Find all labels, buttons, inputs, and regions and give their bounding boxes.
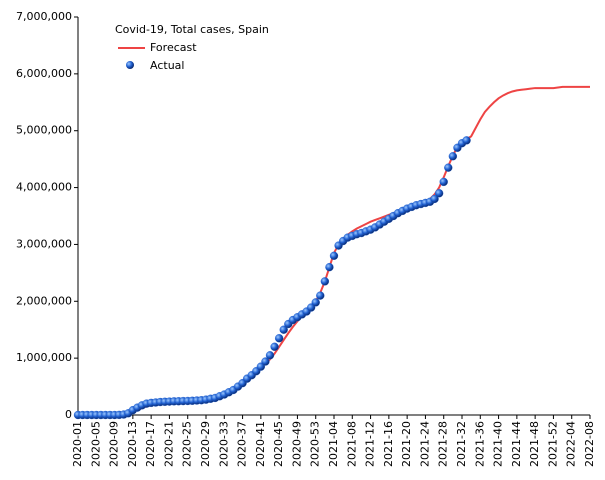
y-tick-label: 2,000,000: [16, 294, 72, 307]
x-tick-label: 2021-08: [345, 421, 358, 467]
x-tick-label: 2021-04: [327, 421, 340, 467]
y-tick-label: 5,000,000: [16, 124, 72, 137]
y-tick-label: 1,000,000: [16, 351, 72, 364]
x-tick-label: 2021-44: [510, 421, 523, 467]
y-tick-label: 7,000,000: [16, 10, 72, 23]
x-tick-label: 2021-24: [418, 421, 431, 467]
x-tick-label: 2020-45: [272, 421, 285, 467]
actual-point: [261, 357, 270, 366]
chart-title: Covid-19, Total cases, Spain: [115, 23, 269, 36]
actual-point: [265, 351, 275, 360]
x-tick-label: 2021-20: [400, 421, 413, 467]
x-tick-label: 2021-52: [546, 421, 559, 467]
x-tick-label: 2022-04: [565, 421, 578, 467]
x-tick-label: 2021-40: [492, 421, 505, 467]
actual-point: [270, 342, 279, 351]
y-tick-label: 6,000,000: [16, 67, 72, 80]
x-tick-label: 2022-08: [583, 421, 596, 467]
actual-point: [316, 291, 325, 300]
actual-point: [320, 277, 330, 286]
x-tick-label: 2020-17: [144, 421, 157, 467]
actual-point: [306, 303, 316, 312]
legend-label: Actual: [150, 59, 184, 72]
x-tick-label: 2020-33: [217, 421, 230, 467]
actual-point: [462, 136, 471, 145]
x-tick-label: 2021-28: [437, 421, 450, 467]
legend-swatch: [126, 61, 134, 69]
actual-point: [448, 152, 458, 161]
x-tick-label: 2020-21: [162, 421, 175, 467]
x-tick-label: 2020-49: [290, 421, 303, 467]
x-tick-label: 2021-16: [382, 421, 395, 467]
actual-point: [329, 251, 339, 260]
x-tick-label: 2020-37: [236, 421, 249, 467]
x-tick-label: 2020-01: [71, 421, 84, 467]
x-tick-label: 2020-05: [89, 421, 102, 467]
y-tick-label: 0: [65, 408, 72, 421]
actual-point: [311, 298, 320, 307]
actual-point: [274, 334, 284, 343]
x-tick-label: 2020-41: [254, 421, 267, 467]
x-tick-label: 2020-09: [108, 421, 121, 467]
y-tick-label: 3,000,000: [16, 237, 72, 250]
actual-point: [439, 177, 448, 187]
x-tick-label: 2021-48: [528, 421, 541, 467]
legend-label: Forecast: [150, 41, 197, 54]
x-tick-label: 2020-53: [309, 421, 322, 467]
actual-point: [430, 194, 439, 204]
x-tick-label: 2020-29: [199, 421, 212, 467]
actual-point: [434, 189, 444, 198]
actual-point: [279, 325, 288, 334]
x-tick-label: 2020-13: [126, 421, 139, 467]
x-tick-label: 2020-25: [181, 421, 194, 467]
forecast-line: [78, 85, 590, 416]
x-tick-label: 2021-12: [364, 421, 377, 467]
actual-point: [256, 362, 266, 371]
x-tick-label: 2021-36: [473, 421, 486, 467]
actual-point: [444, 163, 453, 172]
x-tick-label: 2021-32: [455, 421, 468, 467]
y-tick-label: 4,000,000: [16, 181, 72, 194]
actual-point: [325, 263, 334, 272]
